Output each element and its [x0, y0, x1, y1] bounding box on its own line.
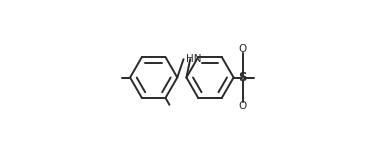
- Text: S: S: [238, 71, 247, 84]
- Text: O: O: [239, 101, 247, 111]
- Text: O: O: [239, 44, 247, 54]
- Text: HN: HN: [186, 54, 201, 64]
